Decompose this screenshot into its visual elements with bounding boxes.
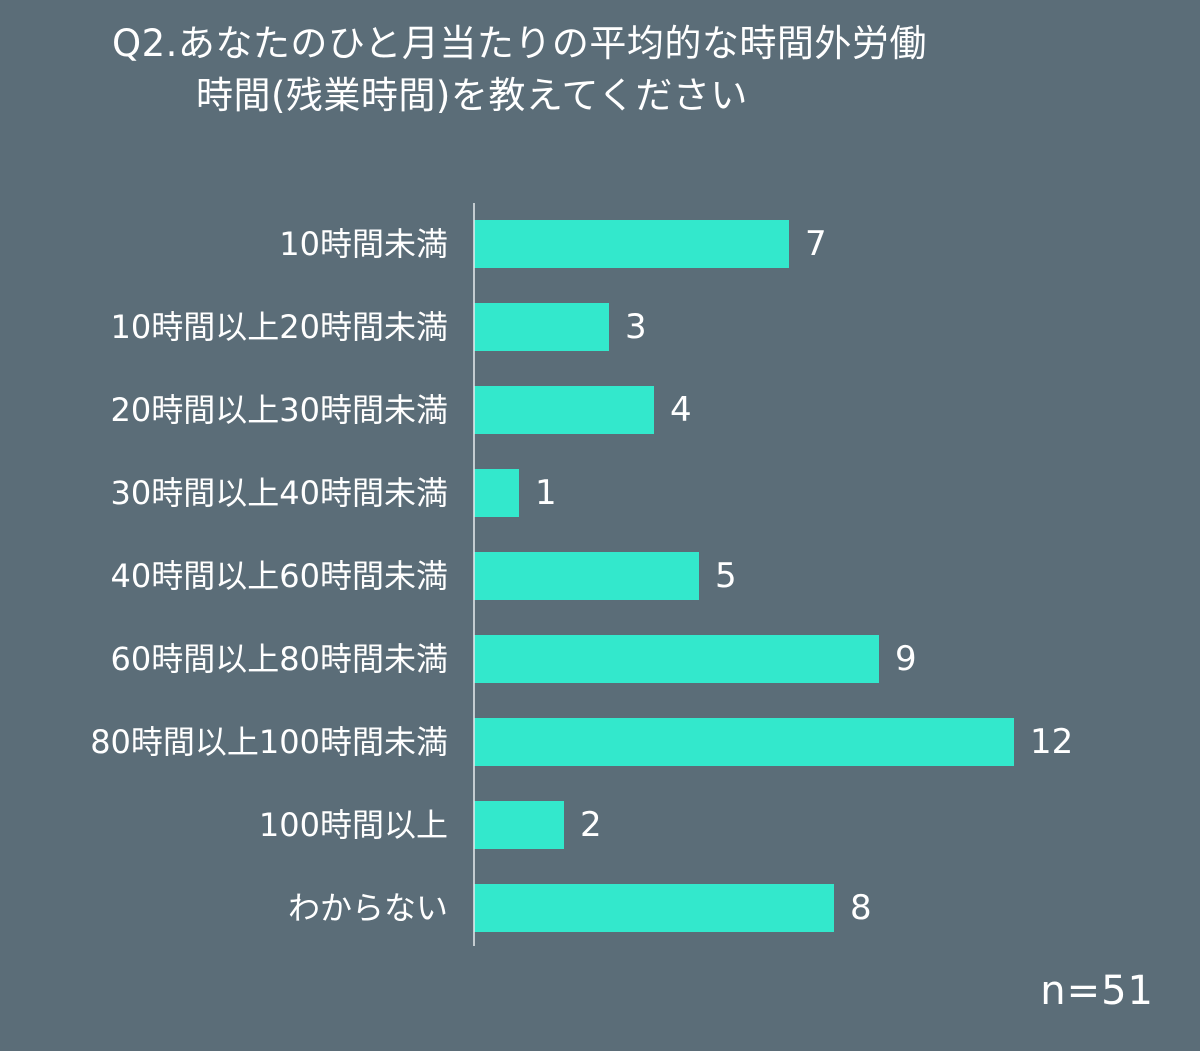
category-label: 80時間以上100時間未満 <box>90 723 448 761</box>
bar <box>474 220 789 268</box>
bar <box>474 635 879 683</box>
category-label: 30時間以上40時間未満 <box>111 474 448 512</box>
bar <box>474 718 1014 766</box>
data-label: 9 <box>895 639 917 679</box>
data-label: 2 <box>580 805 602 845</box>
bar <box>474 801 564 849</box>
data-label: 4 <box>670 390 692 430</box>
category-label: 10時間未満 <box>279 225 448 263</box>
data-label: 1 <box>535 473 557 513</box>
bar <box>474 884 834 932</box>
bar <box>474 469 519 517</box>
data-label: 7 <box>805 224 827 264</box>
data-label: 5 <box>715 556 737 596</box>
title-line-1: Q2.あなたのひと月当たりの平均的な時間外労働 <box>112 22 927 65</box>
bar <box>474 552 699 600</box>
data-label: 8 <box>850 888 872 928</box>
bar <box>474 386 654 434</box>
category-label: 60時間以上80時間未満 <box>111 640 448 678</box>
category-label: 10時間以上20時間未満 <box>111 308 448 346</box>
category-label: 40時間以上60時間未満 <box>111 557 448 595</box>
category-label: 100時間以上 <box>259 806 448 844</box>
bar <box>474 303 609 351</box>
data-label: 12 <box>1030 722 1073 762</box>
chart-title: Q2.あなたのひと月当たりの平均的な時間外労働 時間(残業時間)を教えてください <box>112 18 1112 122</box>
category-label: 20時間以上30時間未満 <box>111 391 448 429</box>
sample-size-label: n=51 <box>1040 968 1154 1014</box>
data-label: 3 <box>625 307 647 347</box>
title-line-2: 時間(残業時間)を教えてください <box>196 74 748 117</box>
category-label: わからない <box>288 889 448 927</box>
